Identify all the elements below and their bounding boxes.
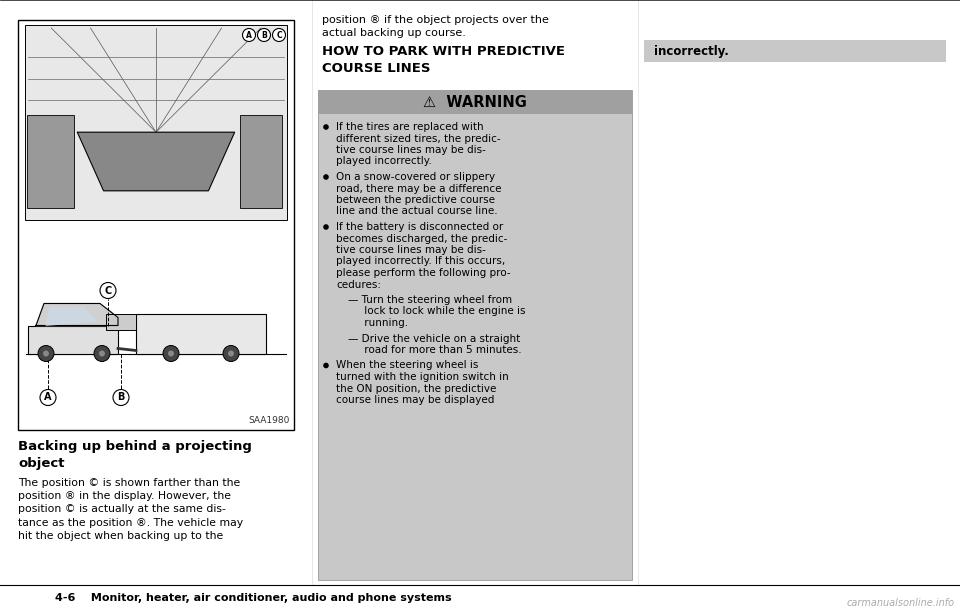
Circle shape (324, 224, 328, 230)
Bar (318, 90, 632, 114)
Text: Backing up behind a projecting
object: Backing up behind a projecting object (18, 440, 252, 470)
Bar (0, 585, 960, 611)
Text: the ON position, the predictive: the ON position, the predictive (336, 384, 496, 393)
Bar (318, 90, 632, 580)
Text: — Turn the steering wheel from: — Turn the steering wheel from (348, 295, 512, 305)
Text: cedures:: cedures: (336, 279, 381, 290)
Circle shape (43, 351, 49, 356)
Text: tive course lines may be dis-: tive course lines may be dis- (336, 245, 486, 255)
Bar (27, 115, 74, 208)
Circle shape (168, 351, 174, 356)
Text: When the steering wheel is: When the steering wheel is (336, 360, 478, 370)
Text: If the battery is disconnected or: If the battery is disconnected or (336, 222, 503, 232)
Polygon shape (46, 307, 96, 326)
Text: becomes discharged, the predic-: becomes discharged, the predic- (336, 233, 508, 244)
Text: B: B (117, 392, 125, 403)
Circle shape (163, 345, 179, 362)
Text: turned with the ignition switch in: turned with the ignition switch in (336, 372, 509, 382)
Text: played incorrectly. If this occurs,: played incorrectly. If this occurs, (336, 257, 505, 266)
Text: lock to lock while the engine is: lock to lock while the engine is (348, 307, 525, 316)
Bar (25, 25, 287, 220)
Bar (28, 326, 118, 354)
Text: played incorrectly.: played incorrectly. (336, 156, 432, 167)
Text: running.: running. (348, 318, 408, 328)
Bar (18, 20, 294, 430)
Bar (106, 313, 136, 329)
Text: different sized tires, the predic-: different sized tires, the predic- (336, 133, 500, 144)
Circle shape (100, 282, 116, 299)
Text: A: A (44, 392, 52, 403)
Text: HOW TO PARK WITH PREDICTIVE
COURSE LINES: HOW TO PARK WITH PREDICTIVE COURSE LINES (322, 45, 565, 75)
Circle shape (257, 29, 271, 42)
Circle shape (243, 29, 255, 42)
Circle shape (324, 124, 328, 130)
Text: line and the actual course line.: line and the actual course line. (336, 207, 497, 216)
Text: carmanualsonline.info: carmanualsonline.info (847, 598, 955, 608)
Text: please perform the following pro-: please perform the following pro- (336, 268, 511, 278)
Circle shape (38, 345, 54, 362)
Text: 4-6    Monitor, heater, air conditioner, audio and phone systems: 4-6 Monitor, heater, air conditioner, au… (55, 593, 451, 603)
Text: between the predictive course: between the predictive course (336, 195, 495, 205)
Circle shape (273, 29, 285, 42)
Polygon shape (78, 132, 234, 191)
Bar (136, 313, 266, 354)
Text: incorrectly.: incorrectly. (654, 45, 729, 57)
Text: road for more than 5 minutes.: road for more than 5 minutes. (348, 345, 521, 355)
Circle shape (40, 389, 56, 406)
Text: actual backing up course.: actual backing up course. (322, 28, 466, 38)
Text: — Drive the vehicle on a straight: — Drive the vehicle on a straight (348, 334, 520, 343)
Circle shape (113, 389, 129, 406)
Bar (644, 40, 946, 62)
Text: position ® if the object projects over the: position ® if the object projects over t… (322, 15, 549, 25)
Text: On a snow-covered or slippery: On a snow-covered or slippery (336, 172, 495, 182)
Text: road, there may be a difference: road, there may be a difference (336, 183, 501, 194)
Circle shape (228, 351, 234, 356)
Circle shape (94, 345, 110, 362)
Bar (240, 115, 282, 208)
Text: A: A (246, 31, 252, 40)
Text: ⚠  WARNING: ⚠ WARNING (423, 95, 527, 109)
Text: C: C (105, 285, 111, 296)
Text: C: C (276, 31, 282, 40)
Text: If the tires are replaced with: If the tires are replaced with (336, 122, 484, 132)
Polygon shape (36, 304, 118, 326)
Text: The position © is shown farther than the
position ® in the display. However, the: The position © is shown farther than the… (18, 478, 243, 541)
Circle shape (324, 363, 328, 368)
Text: SAA1980: SAA1980 (249, 416, 290, 425)
Circle shape (99, 351, 105, 356)
Text: course lines may be displayed: course lines may be displayed (336, 395, 494, 405)
Circle shape (324, 174, 328, 180)
Circle shape (223, 345, 239, 362)
Text: tive course lines may be dis-: tive course lines may be dis- (336, 145, 486, 155)
Text: B: B (261, 31, 267, 40)
